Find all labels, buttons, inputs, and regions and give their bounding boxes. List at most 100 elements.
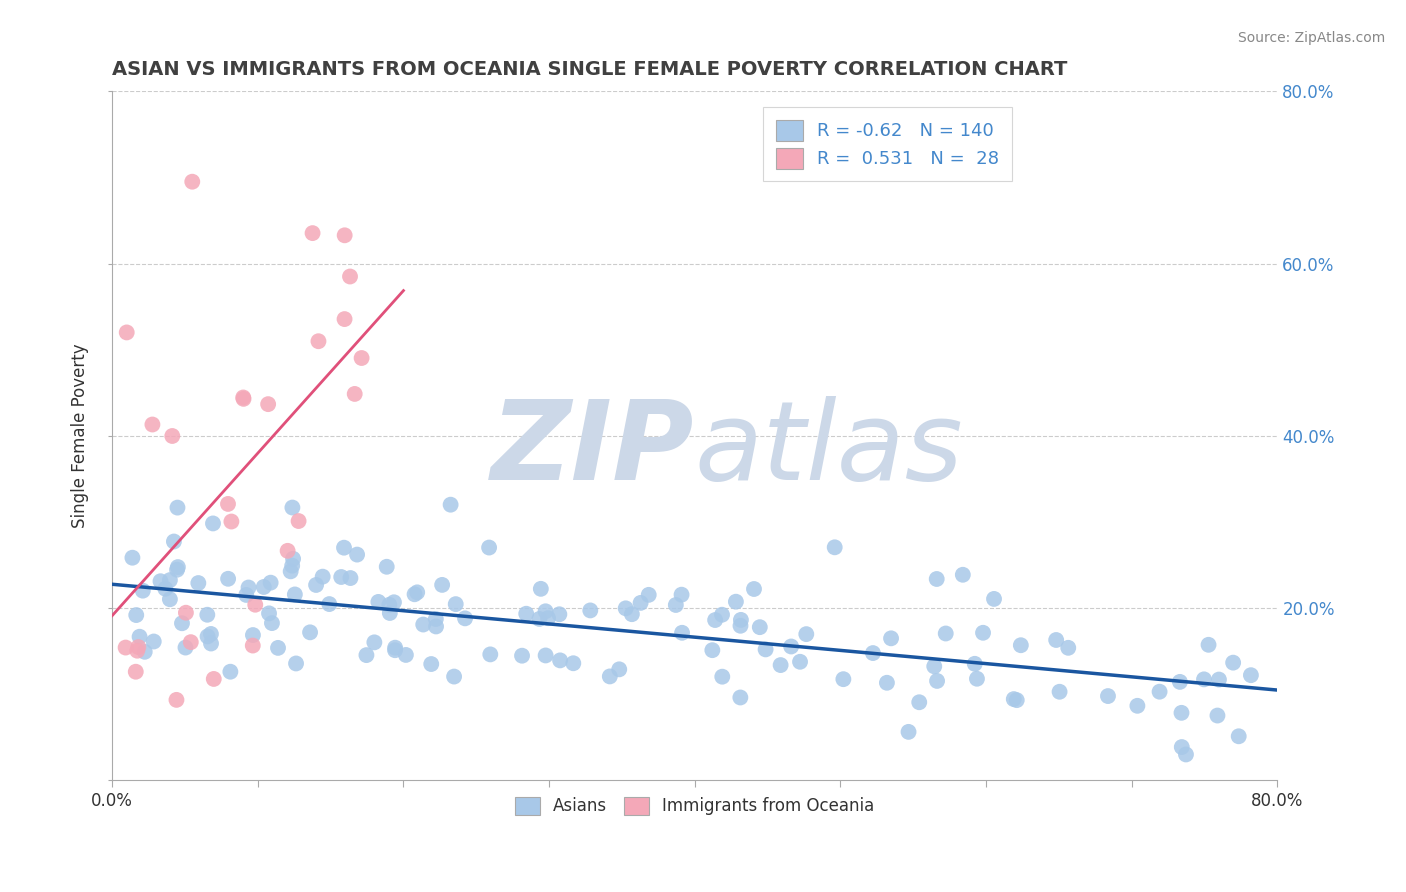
Point [630, 596, 652, 610]
Point [832, 672, 855, 686]
Point [1057, 640, 1080, 655]
Point [1198, 638, 1220, 652]
Point [637, 588, 659, 602]
Point [384, 640, 406, 655]
Point [548, 607, 571, 622]
Point [375, 559, 398, 574]
Point [579, 603, 602, 617]
Point [170, 616, 193, 631]
Point [114, 640, 136, 655]
Point [395, 648, 418, 662]
Point [614, 601, 637, 615]
Point [548, 653, 571, 667]
Point [253, 580, 276, 594]
Point [789, 655, 811, 669]
Point [534, 604, 557, 618]
Point [925, 572, 948, 586]
Point [1227, 729, 1250, 743]
Point [174, 640, 197, 655]
Point [382, 595, 405, 609]
Point [922, 659, 945, 673]
Point [285, 657, 308, 671]
Point [350, 351, 373, 365]
Point [232, 391, 254, 405]
Point [235, 588, 257, 602]
Point [444, 597, 467, 611]
Point [412, 617, 434, 632]
Point [1002, 692, 1025, 706]
Point [1206, 708, 1229, 723]
Point [202, 672, 225, 686]
Point [330, 570, 353, 584]
Point [534, 648, 557, 663]
Point [318, 597, 340, 611]
Point [876, 675, 898, 690]
Text: ZIP: ZIP [491, 396, 695, 503]
Point [1097, 689, 1119, 703]
Point [479, 648, 502, 662]
Point [510, 648, 533, 663]
Point [187, 576, 209, 591]
Point [339, 571, 361, 585]
Point [339, 269, 361, 284]
Point [115, 326, 138, 340]
Point [134, 645, 156, 659]
Point [1049, 685, 1071, 699]
Point [704, 613, 727, 627]
Point [155, 582, 177, 596]
Point [221, 515, 243, 529]
Point [127, 640, 149, 654]
Point [166, 563, 188, 577]
Point [277, 544, 299, 558]
Point [257, 607, 280, 621]
Point [730, 613, 752, 627]
Point [404, 587, 426, 601]
Point [1149, 684, 1171, 698]
Point [163, 534, 186, 549]
Point [142, 634, 165, 648]
Point [200, 636, 222, 650]
Point [384, 643, 406, 657]
Point [284, 587, 307, 601]
Point [1045, 632, 1067, 647]
Point [281, 551, 304, 566]
Point [197, 629, 219, 643]
Point [149, 574, 172, 589]
Point [333, 312, 356, 326]
Point [127, 643, 149, 657]
Y-axis label: Single Female Poverty: Single Female Poverty [72, 343, 89, 528]
Point [128, 630, 150, 644]
Point [121, 550, 143, 565]
Point [730, 690, 752, 705]
Point [162, 429, 184, 443]
Point [238, 581, 260, 595]
Point [1126, 698, 1149, 713]
Text: atlas: atlas [695, 396, 963, 503]
Point [301, 226, 323, 240]
Point [333, 228, 356, 243]
Point [312, 569, 335, 583]
Text: Source: ZipAtlas.com: Source: ZipAtlas.com [1237, 31, 1385, 45]
Point [1010, 638, 1032, 652]
Point [780, 640, 803, 654]
Point [343, 387, 366, 401]
Point [755, 642, 778, 657]
Point [972, 625, 994, 640]
Point [430, 578, 453, 592]
Point [167, 560, 190, 574]
Legend: Asians, Immigrants from Oceania: Asians, Immigrants from Oceania [506, 789, 883, 823]
Point [537, 611, 560, 625]
Point [897, 724, 920, 739]
Point [363, 635, 385, 649]
Point [671, 588, 693, 602]
Point [935, 626, 957, 640]
Point [439, 498, 461, 512]
Point [1168, 674, 1191, 689]
Point [425, 612, 447, 626]
Point [305, 578, 328, 592]
Point [280, 565, 302, 579]
Point [281, 500, 304, 515]
Point [259, 575, 281, 590]
Point [378, 598, 401, 612]
Point [711, 607, 734, 622]
